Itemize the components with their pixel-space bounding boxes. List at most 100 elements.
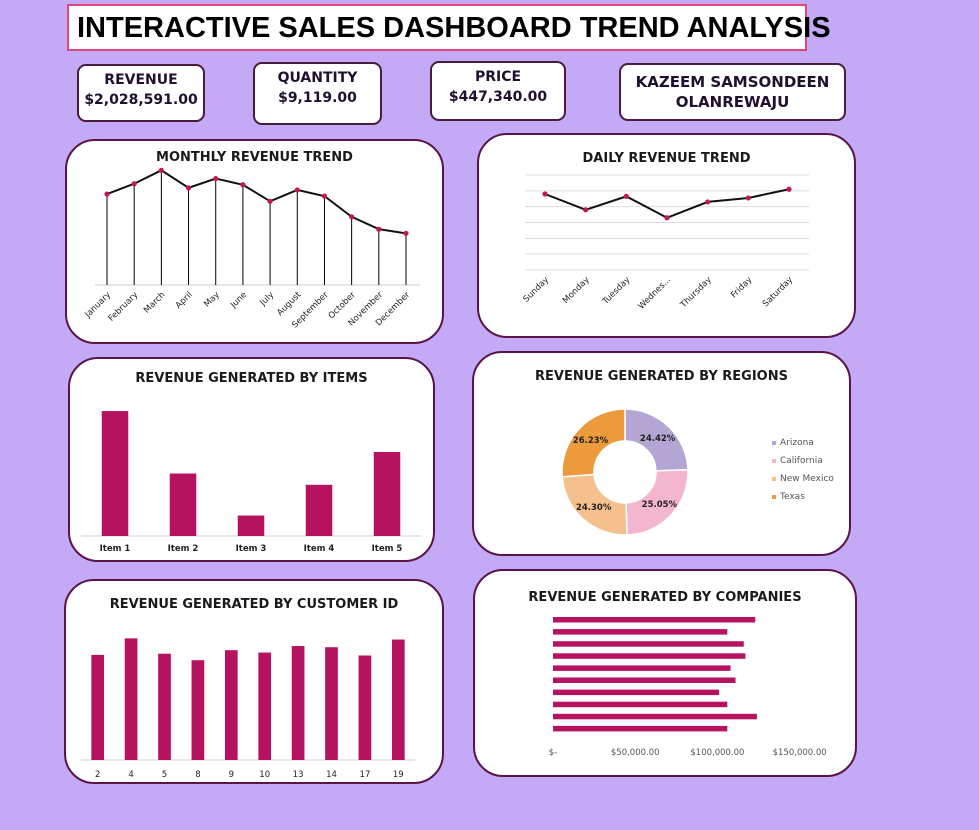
- bar: [553, 641, 744, 647]
- bar: [305, 484, 333, 536]
- customer-revenue-title: REVENUE GENERATED BY CUSTOMER ID: [109, 597, 399, 612]
- revenue-value: $2,028,591.00: [84, 92, 198, 108]
- regions-revenue-chart: 24.42% 25.05% 24.30% 26.23%: [561, 408, 689, 536]
- bar: [553, 617, 756, 623]
- legend-item: California: [772, 456, 823, 466]
- x-tick-label: February: [107, 290, 141, 324]
- x-tick-label: 5: [162, 770, 167, 780]
- revenue-label: REVENUE: [104, 72, 178, 88]
- x-tick-label: May: [202, 290, 222, 310]
- slice-label: 25.05%: [642, 500, 678, 510]
- data-point: [321, 193, 328, 199]
- x-tick-label: Item 2: [168, 544, 199, 554]
- x-tick-label: Wednes...: [637, 275, 674, 312]
- bar: [553, 653, 746, 659]
- legend-label: California: [780, 456, 823, 466]
- x-tick-label: 19: [393, 770, 404, 780]
- data-point: [185, 185, 192, 191]
- data-point: [240, 182, 246, 188]
- monthly-revenue-panel: MONTHLY REVENUE TREND January February Mar…: [65, 139, 444, 344]
- x-tick-label: $-: [549, 748, 557, 758]
- bar: [553, 725, 728, 732]
- bar: [258, 652, 272, 760]
- x-tick-label: Friday: [729, 275, 754, 300]
- data-point: [623, 193, 629, 199]
- data-point: [267, 198, 273, 204]
- bar: [391, 639, 405, 760]
- items-revenue-chart: Item 1 Item 2 Item 3 Item 4 Item 5: [81, 411, 421, 554]
- daily-revenue-title: DAILY REVENUE TREND: [582, 151, 751, 166]
- bar: [237, 515, 265, 536]
- legend-item: Texas: [772, 492, 805, 502]
- slice-label: 26.23%: [573, 436, 609, 446]
- x-tick-label: Monday: [561, 275, 592, 306]
- x-tick-label: $100,000.00: [690, 748, 744, 758]
- quantity-label: QUANTITY: [277, 70, 358, 86]
- data-point: [542, 191, 548, 197]
- data-point: [294, 187, 300, 193]
- x-tick-label: 17: [359, 770, 370, 780]
- data-point: [745, 195, 751, 201]
- quantity-card: QUANTITY $9,119.00: [253, 62, 382, 125]
- data-point: [104, 191, 110, 197]
- data-point: [376, 226, 382, 232]
- author-name-line2: OLANREWAJU: [675, 93, 790, 111]
- x-tick-label: 8: [195, 770, 200, 780]
- legend-item: New Mexico: [772, 474, 834, 484]
- data-point: [786, 186, 792, 192]
- x-tick-label: 4: [128, 770, 133, 780]
- x-tick-label: July: [258, 290, 277, 309]
- data-point: [664, 215, 670, 221]
- slice-label: 24.42%: [640, 434, 676, 444]
- x-tick-label: Saturday: [761, 275, 795, 309]
- bar: [553, 665, 731, 671]
- companies-revenue-title: REVENUE GENERATED BY COMPANIES: [528, 590, 802, 605]
- data-point: [158, 167, 164, 173]
- bar: [101, 411, 129, 536]
- regions-revenue-panel: REVENUE GENERATED BY REGIONS 24.42% 25.05…: [472, 351, 851, 556]
- bar: [325, 647, 338, 760]
- bar: [291, 646, 305, 760]
- x-tick-label: Item 1: [100, 544, 131, 554]
- price-label: PRICE: [474, 69, 522, 85]
- x-tick-label: 2: [95, 770, 100, 780]
- legend-item: Arizona: [772, 438, 814, 448]
- daily-revenue-panel: DAILY REVENUE TREND Sunday Monday Tuesday W…: [477, 133, 856, 338]
- revenue-series-line: [544, 188, 790, 219]
- x-tick-label: $50,000.00: [611, 748, 660, 758]
- x-tick-label: 13: [293, 770, 304, 780]
- companies-revenue-panel: REVENUE GENERATED BY COMPANIES $- $50,000…: [473, 569, 857, 777]
- x-tick-label: Thursday: [678, 275, 714, 311]
- bar: [553, 701, 728, 708]
- bar: [373, 452, 401, 536]
- legend-label: Arizona: [780, 438, 814, 448]
- x-tick-label: 9: [229, 770, 234, 780]
- legend-swatch: [772, 476, 776, 481]
- bar: [358, 655, 372, 760]
- data-point: [213, 175, 219, 182]
- bar: [553, 713, 757, 720]
- slice-label: 24.30%: [576, 503, 612, 513]
- regions-revenue-title: REVENUE GENERATED BY REGIONS: [535, 369, 788, 384]
- bar: [191, 660, 205, 760]
- legend-label: Texas: [780, 492, 805, 502]
- x-tick-label: June: [228, 290, 249, 311]
- x-tick-label: Item 3: [236, 544, 267, 554]
- daily-revenue-chart: Sunday Monday Tuesday Wednes... Thursday Frid…: [522, 174, 809, 312]
- data-point: [403, 230, 409, 236]
- legend-swatch: [772, 494, 776, 499]
- data-point: [705, 199, 711, 205]
- revenue-series-line: [106, 169, 407, 235]
- bar: [224, 650, 238, 760]
- dashboard-title: INTERACTIVE SALES DASHBOARD TREND ANALYS…: [67, 4, 831, 51]
- bar: [553, 677, 736, 683]
- x-tick-label: Item 4: [304, 544, 335, 554]
- x-tick-label: Item 5: [372, 544, 403, 554]
- data-point: [583, 207, 589, 213]
- quantity-value: $9,119.00: [278, 90, 357, 106]
- bar: [553, 689, 720, 696]
- x-tick-label: 14: [326, 770, 337, 780]
- data-point: [131, 181, 137, 187]
